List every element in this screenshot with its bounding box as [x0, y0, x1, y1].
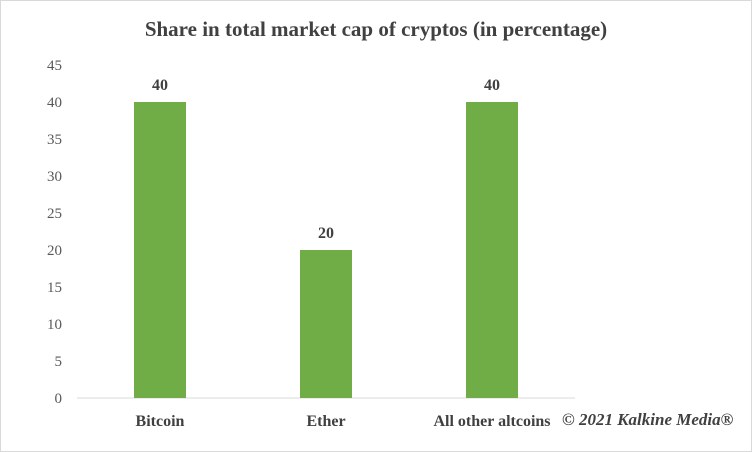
- y-tick-label: 15: [47, 280, 62, 296]
- y-tick-label: 25: [47, 206, 62, 222]
- chart-title: Share in total market cap of cryptos (in…: [144, 17, 608, 41]
- category-label: All other altcoins: [433, 413, 550, 430]
- data-label: 20: [318, 225, 334, 242]
- data-label: 40: [152, 77, 168, 94]
- data-label: 40: [484, 77, 500, 94]
- y-tick-label: 10: [47, 317, 62, 333]
- y-tick-label: 20: [47, 243, 62, 259]
- copyright-watermark: © 2021 Kalkine Media®: [562, 410, 734, 429]
- y-tick-label: 30: [47, 169, 62, 185]
- x-axis-category-labels: Bitcoin Ether All other altcoins: [136, 413, 551, 430]
- bar-all-other-altcoins: [466, 102, 518, 398]
- category-label: Bitcoin: [136, 413, 185, 430]
- data-labels: 40 20 40: [152, 77, 500, 242]
- y-tick-label: 40: [47, 95, 62, 111]
- bars: [134, 102, 518, 398]
- y-tick-label: 5: [55, 354, 63, 370]
- y-tick-label: 45: [47, 58, 62, 74]
- y-tick-label: 35: [47, 132, 62, 148]
- y-tick-label: 0: [55, 391, 63, 407]
- y-axis-ticks: 0 5 10 15 20 25 30 35 40 45: [47, 58, 62, 407]
- category-label: Ether: [306, 413, 345, 430]
- bar-ether: [300, 250, 352, 398]
- bar-bitcoin: [134, 102, 186, 398]
